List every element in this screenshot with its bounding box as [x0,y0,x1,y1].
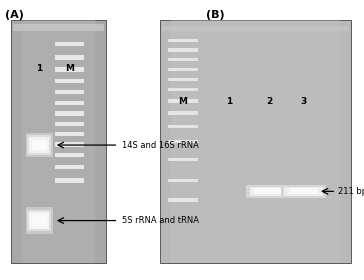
Bar [168,198,198,202]
Text: 211 bp: 211 bp [338,187,364,196]
Bar [55,132,84,136]
Bar [28,135,51,155]
Bar [289,188,318,194]
Bar [168,78,198,81]
Bar [171,20,340,263]
Bar [250,186,289,196]
Bar [55,122,84,126]
Bar [55,142,84,146]
Bar [168,158,198,161]
Bar [55,55,84,60]
Text: (B): (B) [206,10,224,20]
Bar [11,20,106,263]
Text: 2: 2 [266,97,272,106]
Bar [55,178,84,183]
Bar [55,90,84,94]
Bar [29,137,50,153]
Bar [254,188,284,194]
Bar [55,165,84,169]
Bar [168,58,198,61]
Bar [55,42,84,46]
Bar [32,140,47,150]
Bar [281,185,327,198]
Bar [160,20,351,263]
Bar [168,68,198,71]
Bar [168,179,198,182]
Text: 14S and 16S rRNA: 14S and 16S rRNA [122,141,199,150]
Bar [168,111,198,115]
Bar [55,79,84,83]
Bar [162,26,349,31]
Bar [168,48,198,52]
Bar [25,207,53,234]
Bar [168,99,198,103]
Bar [55,101,84,105]
Text: 3: 3 [300,97,306,106]
Bar [29,212,50,229]
Bar [246,185,292,198]
Bar [168,140,198,143]
Text: 1: 1 [36,64,43,73]
Bar [55,153,84,157]
Bar [32,215,47,226]
Text: M: M [65,64,74,73]
Bar [13,24,104,31]
Bar [22,20,95,263]
Bar [168,125,198,128]
Text: 5S rRNA and tRNA: 5S rRNA and tRNA [122,216,199,225]
Bar [168,39,198,42]
Bar [168,88,198,92]
Bar [28,210,51,232]
Bar [55,111,84,116]
Bar [55,67,84,72]
Text: 1: 1 [226,97,232,106]
Text: (A): (A) [5,10,24,20]
Bar [25,133,53,157]
Bar [284,186,323,196]
Text: M: M [179,97,187,106]
